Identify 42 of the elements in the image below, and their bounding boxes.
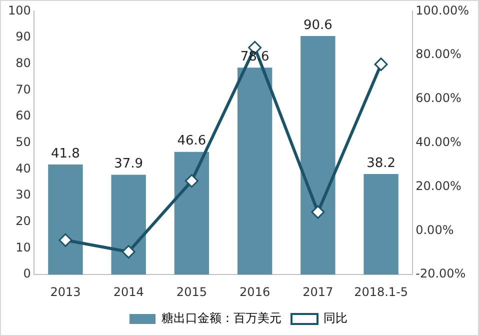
point [374, 58, 388, 72]
data-label: 46.6 [177, 134, 206, 149]
bar [237, 68, 272, 275]
bar [48, 164, 83, 275]
point [58, 233, 72, 247]
y2-tick-label: 20.00% [416, 178, 462, 193]
point [311, 205, 325, 219]
y-tick-label: 10 [16, 240, 31, 254]
y-tick-label: 80 [16, 56, 31, 70]
bar [300, 36, 336, 275]
y-tick-label: 0 [23, 266, 31, 281]
y-tick-label: 20 [16, 214, 31, 228]
data-label: 41.8 [50, 146, 80, 162]
x-tick-label: 2014 [113, 284, 144, 299]
point [122, 245, 136, 259]
x-tick-label: 2015 [176, 284, 207, 299]
bar [111, 174, 146, 275]
x-tick-label: 2017 [302, 284, 334, 299]
data-label: 90.6 [303, 18, 332, 33]
y2-tick-label: -20.00% [416, 266, 466, 281]
y2-tick-label: 80.00% [416, 47, 462, 62]
x-tick-label: 2018.1-5 [354, 284, 408, 299]
y-tick-label: 30 [16, 188, 31, 202]
point [184, 174, 198, 188]
y2-tick-label: 40.00% [416, 135, 462, 150]
data-label: 37.9 [114, 156, 144, 172]
bar [174, 152, 210, 275]
y2-tick-label: 100.00% [416, 3, 469, 18]
y-tick-label: 90 [16, 30, 31, 44]
y-tick-label: 60 [16, 108, 31, 123]
data-label: 38.2 [366, 156, 396, 171]
y-tick-label: 40 [16, 161, 31, 176]
y2-tick-label: 0.00% [416, 222, 454, 237]
x-tick-label: 2013 [50, 284, 81, 299]
y-tick-label: 100 [8, 3, 31, 18]
y-tick-label: 70 [16, 82, 31, 96]
y-tick-label: 50 [16, 135, 31, 150]
legend-label: 糖出口金额：百万美元 [162, 311, 282, 326]
bar [364, 174, 398, 275]
y2-tick-label: 60.00% [416, 91, 462, 106]
legend-label: 同比 [324, 311, 348, 326]
x-tick-label: 2016 [240, 284, 270, 299]
